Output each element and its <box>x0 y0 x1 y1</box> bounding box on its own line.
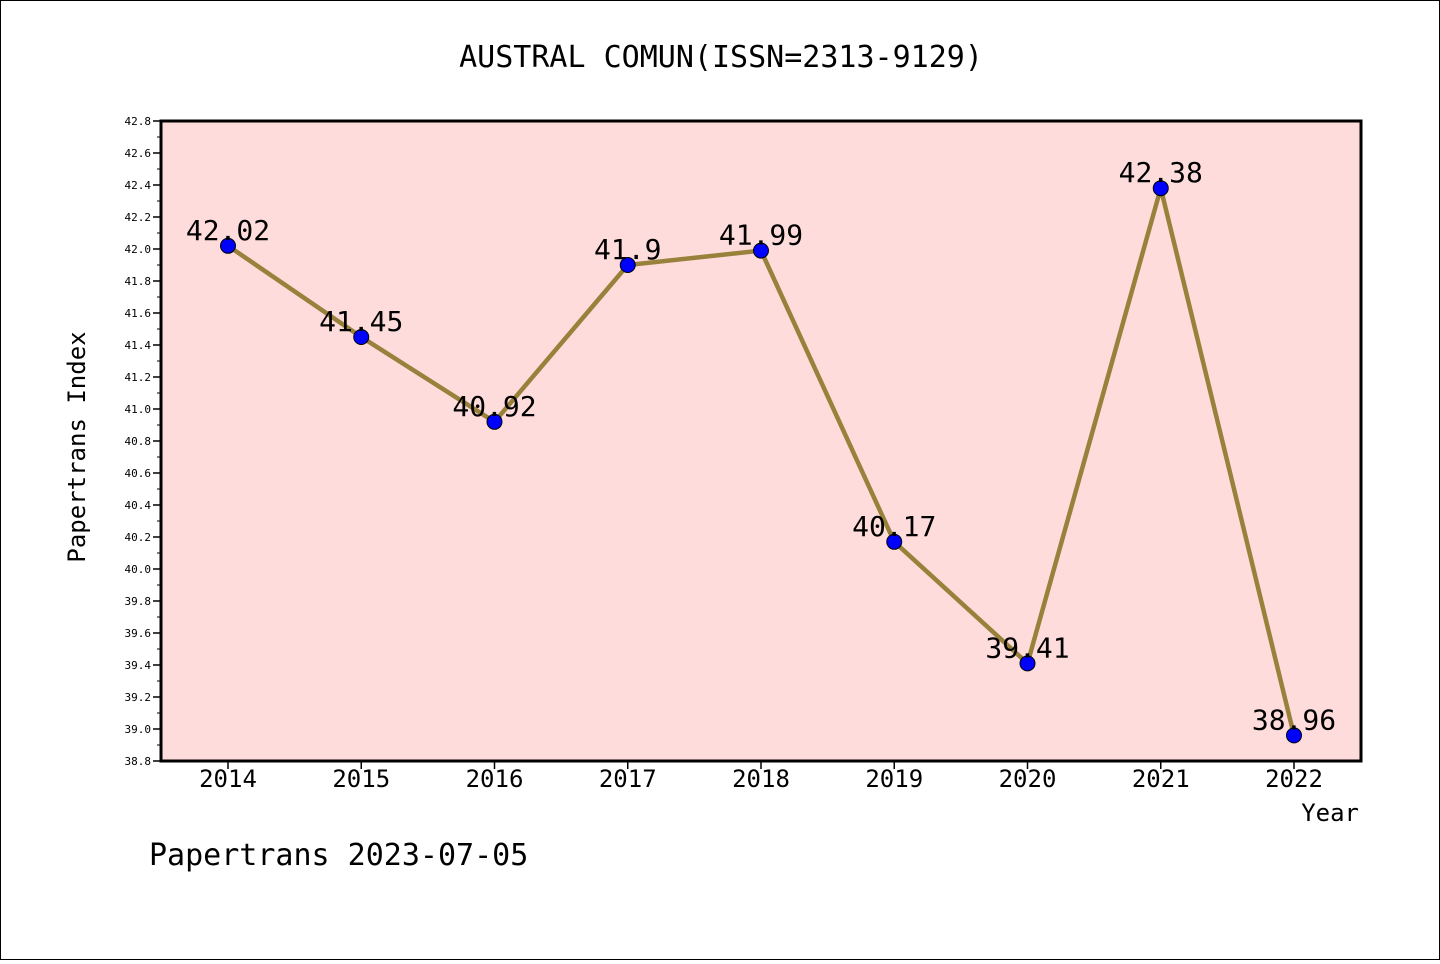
y-tick-label: 41.2 <box>125 371 152 384</box>
data-point <box>619 257 636 273</box>
x-tick-label: 2022 <box>1265 765 1323 793</box>
data-label: 41.9 <box>594 233 661 266</box>
y-tick-label: 42.6 <box>125 147 152 160</box>
x-axis-ticks: 2014 2015 2016 2017 2018 2019 2020 2021 2022 <box>199 761 1323 793</box>
y-tick-label: 40.8 <box>125 435 152 448</box>
data-label: 38.96 <box>1252 703 1336 736</box>
y-tick-label: 41.4 <box>125 339 152 352</box>
y-tick-label: 40.6 <box>125 467 152 480</box>
data-label: 42.38 <box>1119 156 1203 189</box>
data-point <box>1286 727 1302 744</box>
plot-border <box>159 119 1363 763</box>
data-point <box>486 413 503 430</box>
data-label: 42.02 <box>186 214 270 247</box>
y-tick-label: 38.8 <box>125 755 152 768</box>
x-axis-label: Year <box>1301 799 1359 827</box>
data-markers <box>220 180 1302 744</box>
footer-text: Papertrans 2023-07-05 <box>149 838 528 873</box>
x-tick-label: 2015 <box>332 765 390 793</box>
data-label: 41.99 <box>719 219 803 252</box>
x-tick-label: 2021 <box>1132 765 1190 793</box>
y-tick-label: 42.0 <box>125 243 152 256</box>
y-tick-label: 39.4 <box>125 659 152 672</box>
plot-area <box>161 121 1361 761</box>
data-label: 40.92 <box>452 390 536 423</box>
y-axis-ticks: 38.8 39.0 39.2 39.4 39.6 39.8 40.0 40.2 40.4 40.6… <box>125 115 161 768</box>
data-point <box>1019 655 1036 672</box>
y-tick-label: 40.2 <box>125 531 152 544</box>
y-tick-label: 40.4 <box>125 499 152 512</box>
y-tick-label: 39.6 <box>125 627 152 640</box>
y-tick-label: 39.8 <box>125 595 152 608</box>
y-tick-label: 41.0 <box>125 403 152 416</box>
x-tick-label: 2019 <box>865 765 923 793</box>
data-point <box>753 242 769 259</box>
y-tick-label: 41.8 <box>125 275 152 288</box>
data-point <box>353 329 370 345</box>
y-tick-label: 41.6 <box>125 307 152 320</box>
y-tick-label: 42.2 <box>125 211 152 224</box>
y-tick-label: 42.8 <box>125 115 152 128</box>
y-axis-label: Papertrans Index <box>63 331 91 562</box>
data-point <box>1152 180 1169 197</box>
data-label: 41.45 <box>319 305 403 338</box>
chart-title: AUSTRAL COMUN(ISSN=2313-9129) <box>459 40 983 75</box>
data-label: 40.17 <box>852 510 936 543</box>
x-tick-label: 2020 <box>999 765 1057 793</box>
y-tick-label: 39.2 <box>125 691 152 704</box>
x-tick-label: 2016 <box>466 765 524 793</box>
y-tick-label: 40.0 <box>125 563 152 576</box>
y-tick-label: 42.4 <box>125 179 152 192</box>
data-label: 39.41 <box>985 631 1069 664</box>
data-point <box>886 533 903 550</box>
y-tick-label: 39.0 <box>125 723 152 736</box>
data-labels: 42.02 41.45 40.92 41.9 41.99 40.17 39.41 42.38 3… <box>186 156 1336 736</box>
data-point <box>220 237 236 254</box>
x-tick-label: 2017 <box>599 765 657 793</box>
x-tick-label: 2018 <box>732 765 790 793</box>
x-tick-label: 2014 <box>199 765 257 793</box>
